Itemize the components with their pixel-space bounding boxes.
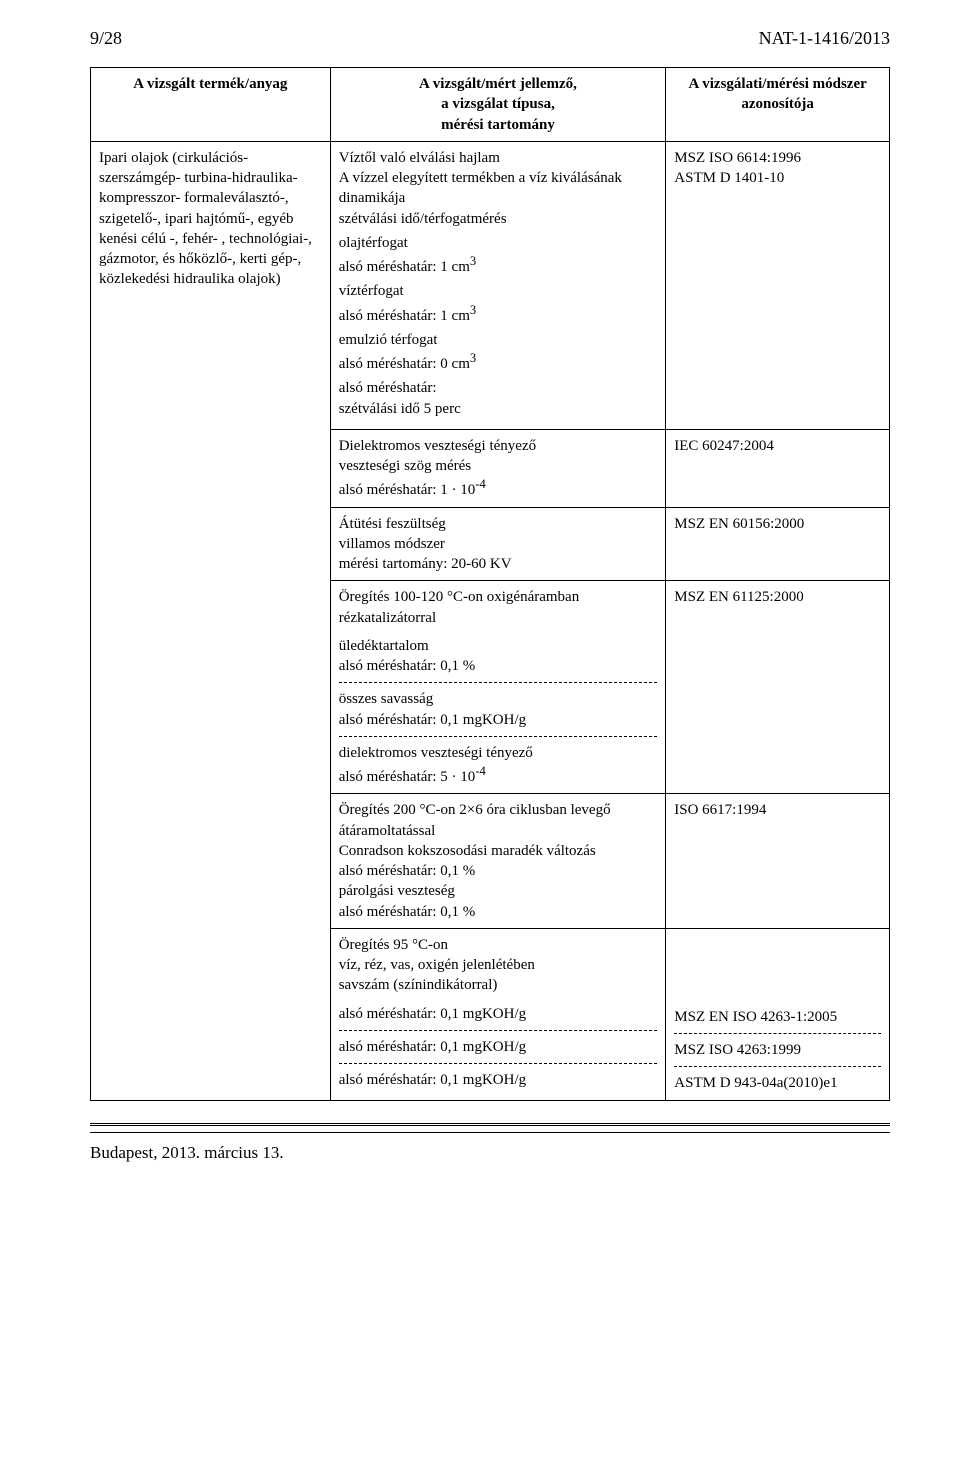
text: mérési tartomány: 20-60 KV	[339, 554, 658, 574]
characteristic-cell: Átütési feszültség villamos módszer méré…	[330, 507, 666, 581]
text: Öregítés 95 °C-on	[339, 935, 658, 955]
table-header-row: A vizsgált termék/anyag A vizsgált/mért …	[91, 68, 890, 142]
col-header-method: A vizsgálati/mérési módszer azonosítója	[666, 68, 890, 142]
text: rézkatalizátorral	[339, 608, 658, 628]
doc-reference: NAT-1-1416/2013	[759, 28, 890, 49]
page: 9/28 NAT-1-1416/2013 A vizsgált termék/a…	[0, 0, 960, 1203]
text: alsó méréshatár: 5 · 10-4	[339, 763, 658, 787]
exponent: 3	[470, 351, 476, 365]
text: alsó méréshatár: 0,1 mgKOH/g	[339, 1037, 658, 1057]
text: alsó méréshatár: 0,1 mgKOH/g	[339, 1070, 658, 1090]
exponent: 3	[470, 303, 476, 317]
text: alsó méréshatár: 0,1 %	[339, 861, 658, 881]
characteristic-cell: Öregítés 95 °C-on víz, réz, vas, oxigén …	[330, 928, 666, 1100]
col-header-product: A vizsgált termék/anyag	[91, 68, 331, 142]
method-id: MSZ ISO 6614:1996	[674, 148, 881, 168]
label: olajtérfogat	[339, 235, 408, 251]
exponent: -4	[475, 764, 485, 778]
characteristic-cell: Dielektromos veszteségi tényező vesztesé…	[330, 429, 666, 507]
footer-date: Budapest, 2013. március 13.	[90, 1143, 890, 1163]
text: összes savasság	[339, 689, 658, 709]
method-id: ASTM D 1401-10	[674, 168, 881, 188]
page-number: 9/28	[90, 28, 122, 49]
dashed-separator	[674, 1066, 881, 1067]
text: emulzió térfogat alsó méréshatár: 0 cm3	[339, 330, 658, 375]
method-cell: MSZ EN ISO 4263-1:2005 MSZ ISO 4263:1999…	[666, 928, 890, 1100]
footer-rule	[90, 1123, 890, 1126]
method-id: MSZ ISO 4263:1999	[674, 1040, 881, 1060]
spec-table: A vizsgált termék/anyag A vizsgált/mért …	[90, 67, 890, 1101]
text: villamos módszer	[339, 534, 658, 554]
label: víztérfogat	[339, 283, 404, 299]
method-id: MSZ EN ISO 4263-1:2005	[674, 1007, 881, 1027]
label: emulzió térfogat	[339, 332, 438, 348]
limit: alsó méréshatár: 1 cm	[339, 259, 470, 275]
exponent: 3	[470, 254, 476, 268]
text: veszteségi szög mérés	[339, 456, 658, 476]
exponent: -4	[475, 477, 485, 491]
dashed-separator	[339, 736, 658, 737]
text: olajtérfogat alsó méréshatár: 1 cm3	[339, 233, 658, 278]
method-cell: MSZ EN 61125:2000	[666, 581, 890, 794]
method-cell: IEC 60247:2004	[666, 429, 890, 507]
text: párolgási veszteség	[339, 881, 658, 901]
text: üledéktartalom	[339, 636, 658, 656]
text: alsó méréshatár: 0,1 mgKOH/g	[339, 710, 658, 730]
limit: alsó méréshatár: 1 · 10	[339, 482, 476, 498]
dashed-separator	[339, 1030, 658, 1031]
text: Conradson kokszosodási maradék változás	[339, 841, 658, 861]
text: alsó méréshatár: 1 · 10-4	[339, 476, 658, 500]
text: víz, réz, vas, oxigén jelenlétében	[339, 955, 658, 975]
col-header-characteristic: A vizsgált/mért jellemző, a vizsgálat tí…	[330, 68, 666, 142]
text: víztérfogat alsó méréshatár: 1 cm3	[339, 281, 658, 326]
method-id: ASTM D 943-04a(2010)e1	[674, 1073, 881, 1093]
page-header: 9/28 NAT-1-1416/2013	[90, 28, 890, 49]
characteristic-cell: Víztől való elválási hajlam A vízzel ele…	[330, 141, 666, 429]
table-row: Ipari olajok (cirkulációs- szerszámgép- …	[91, 141, 890, 429]
limit: alsó méréshatár: 0 cm	[339, 356, 470, 372]
method-cell: MSZ ISO 6614:1996 ASTM D 1401-10	[666, 141, 890, 429]
dashed-separator	[339, 1063, 658, 1064]
text: Dielektromos veszteségi tényező	[339, 436, 658, 456]
method-cell: MSZ EN 60156:2000	[666, 507, 890, 581]
text: alsó méréshatár: 0,1 %	[339, 902, 658, 922]
text: dielektromos veszteségi tényező	[339, 743, 658, 763]
text: Víztől való elválási hajlam A vízzel ele…	[339, 148, 658, 229]
text: Átütési feszültség	[339, 514, 658, 534]
product-cell: Ipari olajok (cirkulációs- szerszámgép- …	[91, 141, 331, 1100]
text: Öregítés 100-120 °C-on oxigénáramban	[339, 587, 658, 607]
text: alsó méréshatár: szétválási idő 5 perc	[339, 378, 658, 419]
dashed-separator	[339, 682, 658, 683]
method-cell: ISO 6617:1994	[666, 794, 890, 929]
limit: alsó méréshatár: 5 · 10	[339, 769, 476, 785]
characteristic-cell: Öregítés 200 °C-on 2×6 óra ciklusban lev…	[330, 794, 666, 929]
text: Öregítés 200 °C-on 2×6 óra ciklusban lev…	[339, 800, 658, 841]
text: alsó méréshatár: 0,1 mgKOH/g	[339, 1004, 658, 1024]
dashed-separator	[674, 1033, 881, 1034]
text: alsó méréshatár: 0,1 %	[339, 656, 658, 676]
limit: alsó méréshatár: 1 cm	[339, 308, 470, 324]
text: savszám (színindikátorral)	[339, 975, 658, 995]
characteristic-cell: Öregítés 100-120 °C-on oxigénáramban réz…	[330, 581, 666, 794]
